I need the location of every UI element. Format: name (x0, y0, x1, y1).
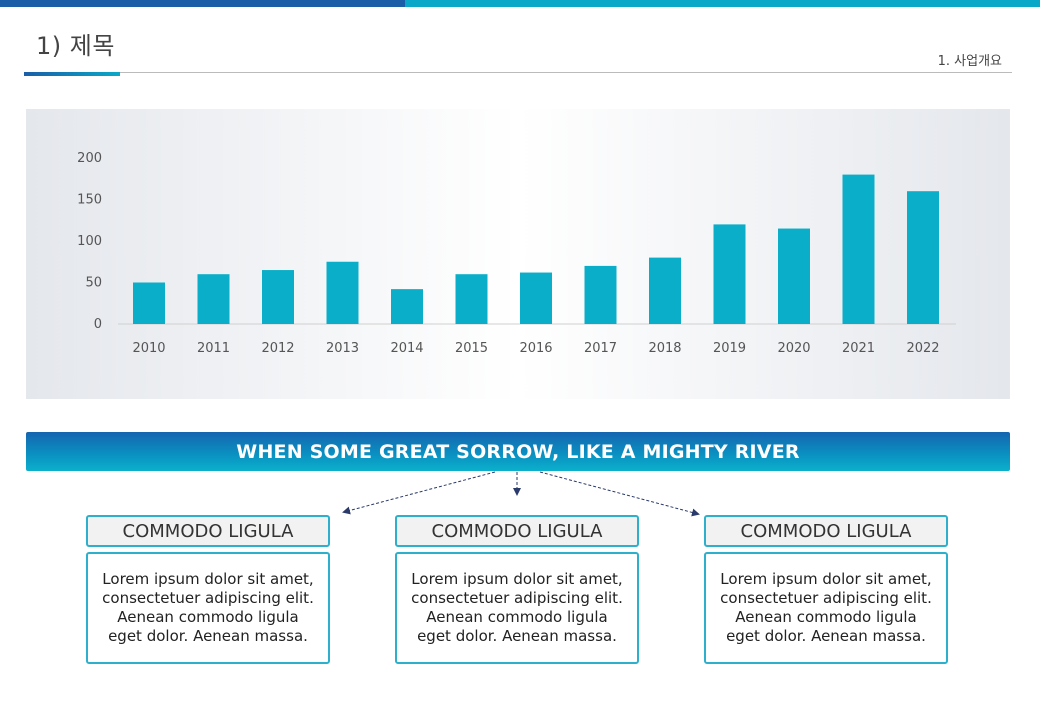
x-tick-label: 2022 (906, 341, 939, 356)
y-tick-label: 200 (77, 151, 102, 166)
bar-chart: 0 50 100 150 200 2010 2011 2012 2013 2014 2015 2016… (77, 151, 956, 356)
x-tick-label: 2021 (842, 341, 875, 356)
bar-2022 (907, 191, 939, 324)
bar-2021 (842, 174, 875, 324)
x-tick-label: 2015 (455, 341, 488, 356)
bar-2010 (133, 282, 165, 324)
page-title: 1) 제목 (36, 32, 115, 60)
bar-2015 (455, 274, 488, 324)
card-2-body: Lorem ipsum dolor sit amet, consectetuer… (395, 552, 639, 664)
arrow-left (342, 471, 496, 515)
section-label: 1. 사업개요 (937, 54, 1002, 69)
y-tick-label: 50 (85, 276, 102, 291)
banner-heading: WHEN SOME GREAT SORROW, LIKE A MIGHTY RI… (26, 432, 1010, 471)
bar-2018 (649, 257, 681, 324)
bar-2012 (262, 270, 294, 324)
top-accent-bar-dark (0, 0, 405, 7)
card-2-title: COMMODO LIGULA (395, 515, 639, 547)
bar-2013 (326, 261, 359, 324)
top-accent-bar-light (405, 0, 1040, 7)
y-tick-label: 150 (77, 193, 102, 208)
x-tick-label: 2017 (584, 341, 617, 356)
bar-2014 (391, 289, 423, 324)
chart-panel: 0 50 100 150 200 2010 2011 2012 2013 2014 2015 2016… (26, 109, 1010, 399)
x-tick-label: 2018 (648, 341, 681, 356)
card-3-title: COMMODO LIGULA (704, 515, 948, 547)
bar-2011 (197, 274, 230, 324)
x-tick-label: 2014 (390, 341, 423, 356)
bar-2020 (778, 228, 810, 324)
card-1-body: Lorem ipsum dolor sit amet, consectetuer… (86, 552, 330, 664)
x-tick-label: 2016 (519, 341, 552, 356)
x-tick-label: 2011 (197, 341, 230, 356)
bar-2019 (713, 224, 746, 324)
title-accent-underline (24, 72, 120, 76)
y-tick-label: 100 (77, 234, 102, 249)
x-tick-label: 2019 (713, 341, 746, 356)
title-divider (24, 72, 1012, 73)
card-3-body: Lorem ipsum dolor sit amet, consectetuer… (704, 552, 948, 664)
x-tick-label: 2020 (777, 341, 810, 356)
x-tick-label: 2010 (132, 341, 165, 356)
x-tick-label: 2013 (326, 341, 359, 356)
arrow-right (539, 471, 700, 517)
bar-2017 (584, 265, 617, 324)
bar-2016 (520, 272, 552, 324)
card-1-title: COMMODO LIGULA (86, 515, 330, 547)
x-tick-label: 2012 (261, 341, 294, 356)
y-tick-label: 0 (94, 317, 102, 332)
